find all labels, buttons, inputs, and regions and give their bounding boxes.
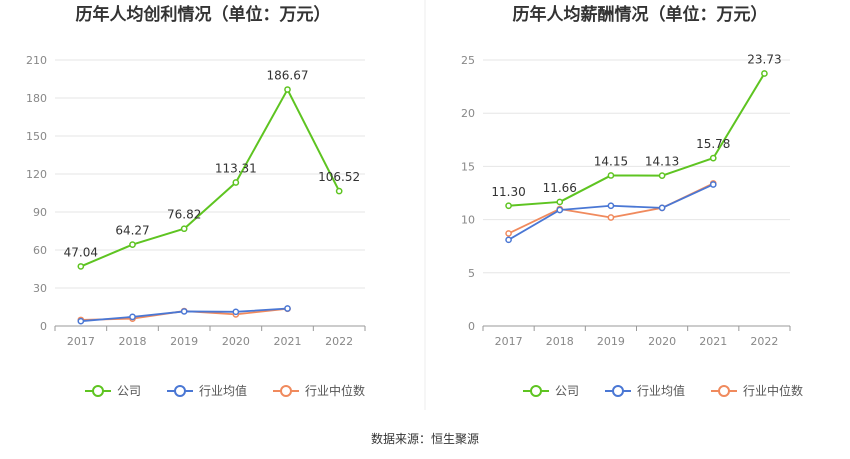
data-label: 186.67 bbox=[267, 69, 309, 83]
x-tick-label: 2017 bbox=[495, 335, 523, 348]
y-tick-label: 150 bbox=[26, 130, 47, 143]
data-point-company bbox=[335, 187, 343, 195]
x-tick-label: 2020 bbox=[222, 335, 250, 348]
data-label: 11.30 bbox=[491, 185, 525, 199]
legend-marker bbox=[530, 385, 542, 397]
data-point-industry-avg bbox=[505, 236, 512, 244]
data-point-company bbox=[77, 263, 85, 270]
data-label: 64.27 bbox=[115, 224, 149, 238]
y-tick-label: 25 bbox=[461, 54, 475, 67]
data-point-industry-avg bbox=[709, 181, 717, 188]
legend-marker bbox=[718, 385, 730, 397]
data-point-industry-avg bbox=[556, 206, 564, 214]
data-point-industry-avg bbox=[284, 305, 291, 312]
series-line-company bbox=[80, 88, 341, 268]
data-label: 47.04 bbox=[64, 245, 98, 259]
data-point-company bbox=[232, 179, 240, 186]
data-point-industry-median bbox=[607, 214, 615, 221]
data-label: 113.31 bbox=[215, 161, 257, 175]
data-point-company bbox=[129, 241, 136, 248]
x-tick-label: 2022 bbox=[325, 335, 353, 348]
chart-panel-2: 历年人均薪酬情况（单位：万元） 0 5 10 15 20 25 2017 2018 2019 202… bbox=[461, 4, 803, 398]
data-point-company bbox=[607, 172, 615, 179]
data-point-company bbox=[709, 154, 717, 162]
data-point-company bbox=[180, 225, 188, 233]
legend-item-industry-median: 行业中位数 bbox=[711, 383, 803, 398]
chart-panel-1: 历年人均创利情况（单位：万元） 0 30 60 90 120 150 180 210 2017 20… bbox=[26, 4, 366, 398]
y-tick-label: 210 bbox=[26, 54, 47, 67]
x-tick-label: 2018 bbox=[546, 335, 574, 348]
y-tick-label: 0 bbox=[40, 320, 47, 333]
y-tick-label: 120 bbox=[26, 168, 47, 181]
data-point-industry-avg bbox=[77, 317, 85, 325]
data-label: 11.66 bbox=[543, 181, 577, 195]
legend-label: 公司 bbox=[117, 384, 141, 398]
data-point-company bbox=[761, 70, 768, 77]
data-point-industry-avg bbox=[658, 204, 666, 212]
data-point-industry-avg bbox=[129, 313, 136, 321]
y-tick-label: 0 bbox=[468, 320, 475, 333]
data-point-company bbox=[284, 86, 291, 93]
legend-item-industry-avg: 行业均值 bbox=[605, 383, 685, 398]
data-label: 76.82 bbox=[167, 208, 201, 222]
x-tick-label: 2017 bbox=[67, 335, 95, 348]
legend-marker bbox=[174, 385, 186, 397]
legend-label: 行业均值 bbox=[637, 383, 685, 398]
y-tick-label: 60 bbox=[33, 244, 47, 257]
data-point-company bbox=[556, 198, 564, 206]
chart-title: 历年人均创利情况（单位：万元） bbox=[76, 4, 331, 25]
data-label: 15.78 bbox=[696, 137, 730, 151]
legend-item-industry-median: 行业中位数 bbox=[273, 383, 365, 398]
data-point-company bbox=[658, 172, 666, 180]
data-source-note: 数据来源：恒生聚源 bbox=[370, 432, 479, 446]
x-tick-label: 2019 bbox=[170, 335, 198, 348]
x-tick-label: 2019 bbox=[597, 335, 625, 348]
legend-label: 行业均值 bbox=[199, 383, 247, 398]
x-tick-label: 2021 bbox=[274, 335, 302, 348]
legend-marker bbox=[280, 385, 292, 397]
data-point-company bbox=[505, 202, 512, 210]
x-tick-label: 2020 bbox=[648, 335, 676, 348]
y-tick-label: 5 bbox=[468, 267, 475, 280]
legend-item-company: 公司 bbox=[523, 384, 579, 398]
data-label: 14.13 bbox=[645, 155, 679, 169]
data-label: 14.15 bbox=[594, 154, 628, 168]
y-tick-label: 10 bbox=[461, 214, 475, 227]
x-tick-label: 2022 bbox=[750, 335, 778, 348]
data-point-industry-avg bbox=[607, 202, 615, 210]
data-point-industry-avg bbox=[232, 308, 240, 316]
chart-title: 历年人均薪酬情况（单位：万元） bbox=[513, 4, 768, 25]
y-tick-label: 30 bbox=[33, 282, 47, 295]
series-line-company bbox=[508, 72, 766, 207]
data-label: 23.73 bbox=[747, 53, 781, 67]
data-point-industry-avg bbox=[180, 308, 188, 315]
legend-marker bbox=[92, 385, 104, 397]
x-tick-label: 2018 bbox=[119, 335, 147, 348]
data-label: 106.52 bbox=[318, 170, 360, 184]
legend-label: 公司 bbox=[555, 384, 579, 398]
legend-label: 行业中位数 bbox=[743, 383, 803, 398]
legend-marker bbox=[612, 385, 624, 397]
y-tick-label: 15 bbox=[461, 160, 475, 173]
legend-label: 行业中位数 bbox=[305, 383, 365, 398]
legend-item-company: 公司 bbox=[85, 384, 141, 398]
y-tick-label: 180 bbox=[26, 92, 47, 105]
y-tick-label: 20 bbox=[461, 107, 475, 120]
y-tick-label: 90 bbox=[33, 206, 47, 219]
data-point-industry-median bbox=[505, 230, 512, 237]
series-line-industry-avg bbox=[508, 183, 714, 241]
legend-item-industry-avg: 行业均值 bbox=[167, 383, 247, 398]
x-tick-label: 2021 bbox=[699, 335, 727, 348]
